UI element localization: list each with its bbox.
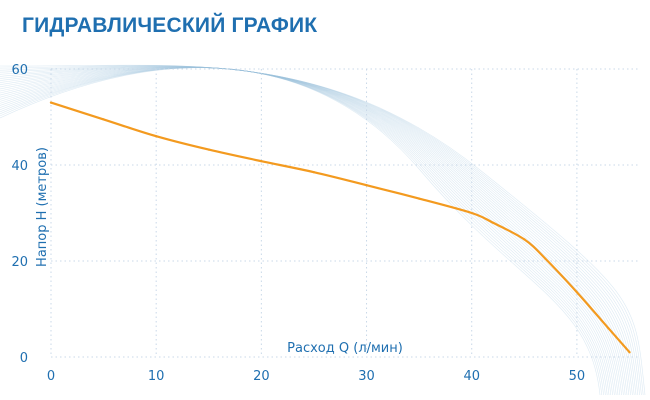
- data-point: [312, 171, 315, 174]
- decor-wave-line: [0, 66, 628, 396]
- decor-wave-line: [0, 65, 639, 396]
- decor-wave-line: [0, 67, 613, 396]
- data-point: [207, 148, 210, 151]
- tick-labels: 0 10 20 30 40 50 0 20 40 60: [11, 63, 585, 384]
- data-point: [607, 327, 610, 330]
- data-point: [523, 238, 526, 241]
- decor-wave-line: [0, 65, 640, 396]
- data-point: [102, 118, 105, 121]
- x-tick-label: 20: [253, 369, 270, 384]
- decor-wave-line: [0, 67, 606, 396]
- data-point: [365, 184, 368, 187]
- series-line: [49, 101, 631, 354]
- x-tick-label: 0: [47, 369, 55, 384]
- decor-wave-line: [0, 66, 633, 396]
- decor-wave-line: [0, 67, 615, 396]
- background-wave-decoration: [0, 64, 646, 396]
- grid-lines: [50, 68, 640, 358]
- y-tick-label: 60: [11, 63, 28, 78]
- x-axis-label: Расход Q (л/мин): [287, 341, 403, 356]
- decor-wave-line: [0, 65, 642, 396]
- y-tick-label: 0: [20, 351, 28, 366]
- data-point: [491, 221, 494, 224]
- decor-wave-line: [0, 66, 630, 396]
- data-point: [155, 135, 158, 138]
- decor-wave-line: [0, 67, 603, 396]
- decor-wave-line: [0, 67, 604, 396]
- data-point: [544, 257, 547, 260]
- x-tick-label: 50: [569, 369, 586, 384]
- decor-wave-line: [0, 67, 612, 396]
- decor-wave-line: [0, 65, 637, 396]
- data-point: [418, 197, 421, 200]
- decor-wave-line: [0, 66, 624, 396]
- decor-wave-line: [0, 66, 619, 396]
- data-point: [575, 291, 579, 294]
- decor-wave-line: [0, 66, 635, 396]
- decor-wave-line: [0, 66, 621, 396]
- x-tick-label: 40: [463, 369, 480, 384]
- decor-wave-line: [0, 66, 631, 396]
- decor-wave-line: [0, 66, 626, 396]
- decor-wave-line: [0, 64, 646, 396]
- decor-wave-line: [0, 67, 617, 396]
- decor-wave-line: [0, 67, 608, 396]
- y-tick-label: 40: [11, 159, 28, 174]
- decor-wave-line: [0, 65, 644, 396]
- data-point: [260, 160, 263, 163]
- x-tick-label: 10: [148, 369, 165, 384]
- y-tick-label: 20: [11, 255, 28, 270]
- y-axis-label: Напор H (метров): [35, 147, 50, 267]
- data-point: [628, 351, 631, 354]
- decor-wave-line: [0, 67, 601, 396]
- x-tick-label: 30: [358, 369, 375, 384]
- decor-wave-line: [0, 67, 610, 396]
- data-point: [49, 101, 53, 104]
- data-point: [470, 211, 473, 215]
- series-layer: [49, 101, 631, 354]
- chart-title: ГИДРАВЛИЧЕСКИЙ ГРАФИК: [22, 14, 318, 37]
